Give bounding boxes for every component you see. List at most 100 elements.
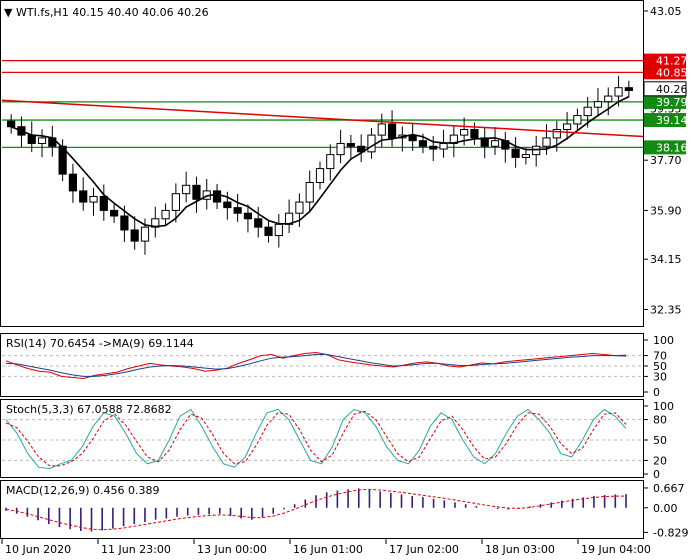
candle-body [387, 123, 397, 139]
macd-signal-line [5, 488, 626, 531]
candle-body [542, 137, 551, 147]
candle-body [182, 184, 191, 195]
candle-body [192, 184, 201, 200]
candle-body [429, 145, 438, 150]
candle-body [212, 190, 222, 203]
macd-panel-frame[interactable] [0, 480, 644, 539]
axis-label: 100 [653, 334, 674, 347]
axis-label: 100 [653, 400, 674, 413]
current-price-tag [643, 81, 687, 97]
collapse-triangle-icon[interactable]: ▼ [4, 6, 13, 19]
candle-body [408, 134, 417, 142]
x-axis-label: 13 Jun 00:00 [197, 543, 267, 556]
axis-label: 50 [653, 360, 667, 373]
candle-body [37, 137, 47, 144]
indicator-line [5, 351, 627, 379]
candle-body [346, 142, 355, 147]
candle-body [79, 190, 88, 203]
stoch-panel-frame[interactable] [0, 399, 644, 478]
candle-body [68, 173, 78, 192]
axis-label: 80 [653, 414, 667, 427]
level-tag [644, 113, 686, 128]
candle-body [274, 223, 283, 237]
candle-body [367, 134, 376, 153]
price-header: WTI.fs,H1 40.15 40.40 40.06 40.26 [16, 6, 209, 19]
indicator-line [5, 408, 627, 470]
axis-label: 0 [653, 386, 660, 399]
axis-label: 20 [653, 454, 667, 467]
candle-body [305, 182, 314, 203]
level-tag-label: 38.16 [656, 141, 688, 154]
price-axis-label: 32.35 [650, 303, 682, 316]
indicator-line [5, 354, 627, 377]
candle-body [140, 226, 150, 242]
level-tag [644, 53, 686, 68]
candle-body [254, 218, 263, 228]
level-tag-label: 39.79 [656, 96, 688, 109]
candle-body [552, 129, 561, 139]
level-tag-label: 39.14 [656, 114, 688, 127]
candle-body [171, 193, 180, 211]
candle-body [604, 95, 613, 103]
x-axis-label: 11 Jun 23:00 [101, 543, 171, 556]
stoch-header: Stoch(5,3,3) 67.0588 72.8682 [6, 403, 172, 416]
x-axis-label: 16 Jun 01:00 [293, 543, 363, 556]
candle-body [532, 145, 541, 156]
candle-body [573, 115, 582, 125]
macd-axis-label: 0.00 [653, 502, 678, 515]
x-axis-label: 17 Jun 02:00 [389, 543, 459, 556]
candle-body [120, 215, 129, 231]
candle-body [562, 123, 572, 131]
price-panel-frame[interactable] [0, 0, 644, 327]
candle-body [624, 87, 633, 91]
axis-label: 50 [653, 434, 667, 447]
candle-body [490, 140, 500, 147]
candle-body [521, 154, 531, 158]
candle-body [89, 195, 98, 203]
level-tag-label: 41.27 [656, 55, 688, 68]
price-axis-label: 43.05 [650, 5, 682, 18]
candle-body [109, 209, 119, 217]
candle-body [418, 140, 428, 147]
candle-body [58, 145, 67, 175]
moving-average-line [10, 95, 630, 228]
candle-body [7, 120, 16, 128]
level-tag [644, 140, 686, 155]
macd-header: MACD(12,26,9) 0.456 0.389 [6, 484, 160, 497]
x-axis-label: 19 Jun 04:00 [581, 543, 651, 556]
candle-body [99, 195, 108, 211]
x-axis-label: 18 Jun 03:00 [485, 543, 555, 556]
price-axis-label: 35.90 [650, 204, 682, 217]
level-tag [644, 65, 686, 80]
indicator-line [5, 410, 627, 467]
x-axis-label: 10 Jun 2020 [5, 543, 71, 556]
current-price-label: 40.26 [656, 83, 688, 96]
axis-label: 70 [653, 350, 667, 363]
candle-body [439, 142, 448, 150]
candle-body [593, 101, 603, 108]
candle-body [460, 129, 469, 136]
candle-body [295, 201, 304, 214]
candle-body [243, 212, 253, 220]
candle-body [583, 106, 592, 117]
candle-body [357, 145, 366, 153]
candle-body [315, 168, 325, 184]
candle-body [233, 207, 242, 214]
rsi-panel-frame[interactable] [0, 333, 644, 397]
price-axis-label: 34.15 [650, 253, 682, 266]
candle-body [470, 129, 479, 139]
candle-body [336, 142, 345, 156]
axis-label: 30 [653, 370, 667, 383]
candle-body [511, 148, 520, 158]
level-tag-label: 40.85 [656, 66, 688, 79]
macd-axis-label: 0.667 [653, 482, 685, 495]
candle-body [161, 209, 170, 220]
macd-axis-label: -0.829 [653, 526, 688, 539]
axis-label: 0 [653, 468, 660, 481]
price-axis-label: 37.70 [650, 154, 682, 167]
trend-line [1, 99, 644, 138]
rsi-header: RSI(14) 70.6454 ->MA(9) 69.1144 [6, 337, 194, 350]
candle-body [377, 123, 386, 136]
